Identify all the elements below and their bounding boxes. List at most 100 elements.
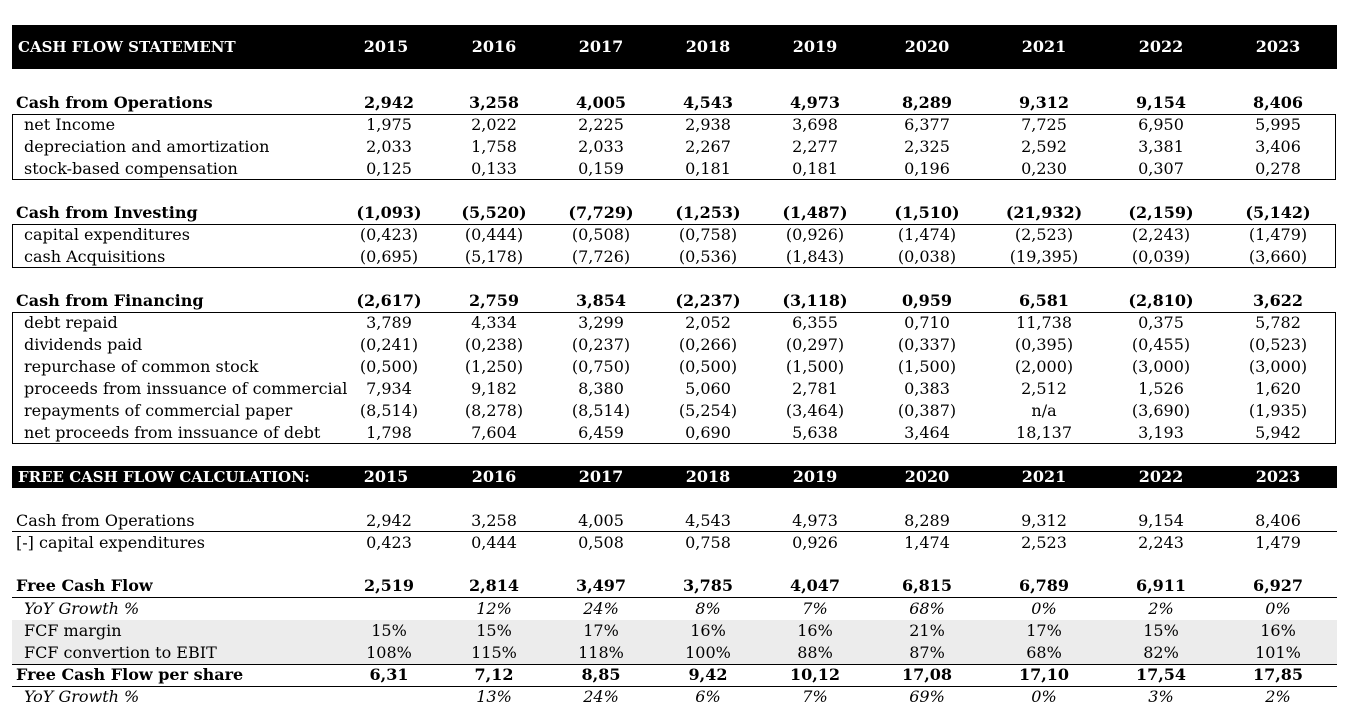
value-cell: (3,690) [1131,401,1191,420]
value-cell: 0,508 [578,533,624,552]
value-cell: (3,464) [785,401,845,420]
row-label: net Income [24,115,116,134]
value-cell: 0,444 [471,533,517,552]
value-cell: 3,497 [575,576,627,595]
value-cell: 2,759 [468,291,520,310]
value-cell: 2,938 [685,115,731,134]
value-cell: 0,710 [904,313,950,332]
value-cell: (0,758) [678,225,738,244]
total-row: Free Cash Flow per share 6,31 7,12 8,85 9,42… [0,664,1351,686]
year-header: 2015 [363,37,409,56]
value-cell: (3,000) [1131,357,1191,376]
row-label: net proceeds from inssuance of debt [24,423,321,442]
row-label: FCF margin [24,621,122,640]
value-cell: (5,142) [1245,203,1311,222]
total-row: Free Cash Flow 2,519 2,814 3,497 3,785 4,047 6… [0,575,1351,597]
growth-row: YoY Growth % 12% 24% 8% 7% 68% 0% 2% 0% [0,598,1351,620]
value-cell: (1,500) [897,357,957,376]
value-cell: 68% [1026,643,1062,662]
value-cell: 0,307 [1138,159,1184,178]
value-cell: (0,237) [571,335,631,354]
line-item-row: capital expenditures (0,423) (0,444) (0,508… [0,224,1351,246]
value-cell: 24% [583,599,619,618]
value-cell: (0,500) [678,357,738,376]
value-cell: 3,464 [904,423,950,442]
value-cell: (2,000) [1014,357,1074,376]
year-header: 2022 [1138,467,1184,486]
value-cell: 2,781 [792,379,838,398]
value-cell: 12% [476,599,512,618]
row-label: dividends paid [24,335,143,354]
value-cell: 3% [1148,687,1174,706]
value-cell: 7,725 [1021,115,1067,134]
value-cell: 16% [797,621,833,640]
year-header: 2016 [471,37,517,56]
value-cell: 9,42 [688,665,728,684]
year-header: 2018 [685,467,731,486]
value-cell: 8,289 [904,511,950,530]
value-cell: 21% [909,621,945,640]
value-cell: (0,395) [1014,335,1074,354]
value-cell: 8,289 [901,93,953,112]
value-cell: (0,241) [359,335,419,354]
value-cell: 8% [695,599,721,618]
value-cell: 7,604 [471,423,517,442]
value-cell: 2,942 [363,93,415,112]
value-cell: (0,444) [464,225,524,244]
value-cell: 4,047 [789,576,841,595]
value-cell: (0,926) [785,225,845,244]
value-cell: 108% [366,643,412,662]
value-cell: (5,178) [464,247,524,266]
value-cell: 3,622 [1252,291,1304,310]
value-cell: 0% [1031,687,1057,706]
value-cell: 9,182 [471,379,517,398]
value-cell: 15% [1143,621,1179,640]
ratio-row: FCF convertion to EBIT 108% 115% 118% 100% 88… [0,642,1351,664]
value-cell: (0,455) [1131,335,1191,354]
line-item-row: net Income 1,975 2,022 2,225 2,938 3,698 6,377… [0,114,1351,136]
value-cell: (2,523) [1014,225,1074,244]
row-label: capital expenditures [24,225,190,244]
value-cell: (1,093) [356,203,422,222]
value-cell: (2,159) [1128,203,1194,222]
value-cell: 18,137 [1016,423,1072,442]
value-cell: (5,520) [461,203,527,222]
value-cell: 87% [909,643,945,662]
value-cell: (0,508) [571,225,631,244]
value-cell: 2,052 [685,313,731,332]
value-cell: 3,406 [1255,137,1301,156]
row-label: [-] capital expenditures [16,533,205,552]
year-header: 2023 [1255,37,1301,56]
value-cell: (2,237) [675,291,741,310]
year-header: 2021 [1021,467,1067,486]
value-cell: 9,312 [1018,93,1070,112]
row-label: Free Cash Flow [16,576,153,595]
value-cell: 17% [583,621,619,640]
value-cell: 8,406 [1252,93,1304,112]
value-cell: (1,935) [1248,401,1308,420]
value-cell: (1,250) [464,357,524,376]
value-cell: 8,380 [578,379,624,398]
value-cell: 4,973 [789,93,841,112]
value-cell: 6% [695,687,721,706]
divider-line [12,686,1337,687]
growth-row: YoY Growth % 13% 24% 6% 7% 69% 0% 3% 2% [0,686,1351,708]
line-item-row: depreciation and amortization 2,033 1,758 2… [0,136,1351,158]
value-cell: (7,726) [571,247,631,266]
value-cell: 3,854 [575,291,627,310]
value-cell: 2,033 [366,137,412,156]
row-label: Free Cash Flow per share [16,665,244,684]
divider-line [12,664,1337,665]
value-cell: 17,85 [1252,665,1304,684]
value-cell: 0,196 [904,159,950,178]
value-cell: 15% [476,621,512,640]
value-cell: 0% [1031,599,1057,618]
value-cell: 17,10 [1018,665,1070,684]
value-cell: 2,592 [1021,137,1067,156]
row-label: Cash from Operations [16,93,213,112]
value-cell: (0,039) [1131,247,1191,266]
value-cell: 0,181 [685,159,731,178]
value-cell: (0,337) [897,335,957,354]
value-cell: 4,973 [792,511,838,530]
value-cell: 2,814 [468,576,520,595]
